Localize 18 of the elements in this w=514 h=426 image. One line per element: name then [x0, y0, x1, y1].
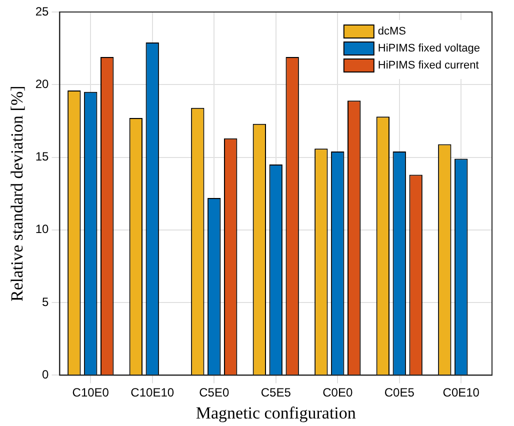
x-axis-title: Magnetic configuration	[196, 403, 356, 422]
y-tick-label: 25	[35, 4, 50, 18]
legend-label: HiPIMS fixed voltage	[378, 42, 480, 55]
y-tick-label: 0	[42, 368, 50, 382]
legend-label: dcMS	[378, 26, 406, 38]
x-tick-label: C5E0	[199, 386, 230, 400]
x-tick-label: C0E10	[442, 386, 480, 400]
y-tick-label: 10	[35, 222, 50, 236]
legend-label: HiPIMS fixed current	[378, 60, 479, 72]
x-tick-label: C0E0	[322, 386, 353, 400]
x-tick-label: C10E0	[72, 386, 110, 400]
x-tick-label: C0E5	[384, 386, 415, 400]
x-tick-label: C5E5	[260, 386, 292, 400]
y-tick-label: 20	[35, 76, 50, 91]
y-tick-label: 5	[42, 294, 50, 309]
x-tick-label: C10E10	[130, 386, 174, 400]
y-tick-label: 15	[35, 150, 50, 164]
y-axis-title: Relative standard deviation [%]	[8, 86, 27, 302]
